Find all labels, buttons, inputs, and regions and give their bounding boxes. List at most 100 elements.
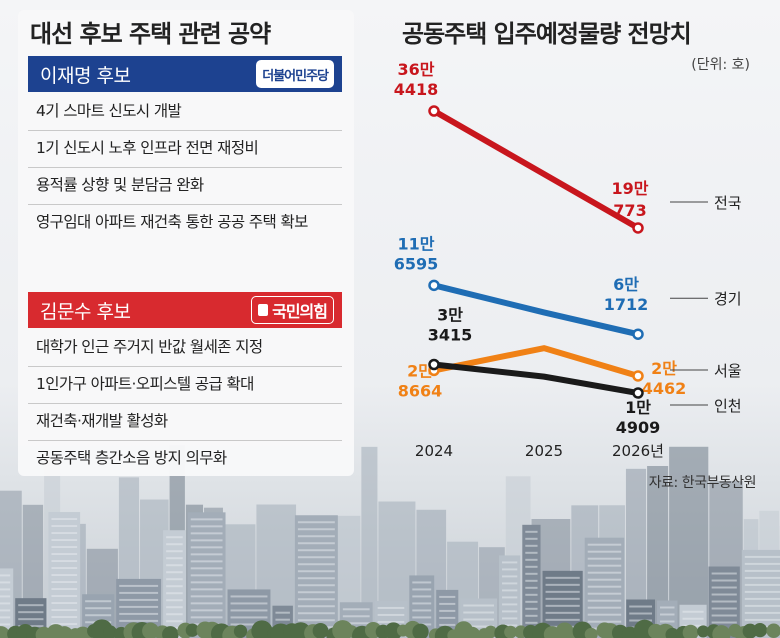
- building-windows: [166, 606, 183, 609]
- building-windows: [0, 581, 11, 584]
- building-windows: [660, 606, 675, 609]
- building-windows: [0, 574, 11, 577]
- x-tick-label: 2024: [415, 442, 453, 460]
- tree: [766, 623, 780, 638]
- pledge-panel-title: 대선 후보 주택 관련 공약: [30, 20, 271, 48]
- building-windows: [502, 610, 518, 613]
- candidate-name-lee: 이재명 후보: [40, 64, 131, 87]
- building-windows: [587, 564, 622, 567]
- building-windows: [463, 625, 495, 628]
- building-windows: [190, 574, 223, 577]
- start-value-label-서울: 2만: [407, 361, 433, 380]
- building-windows: [660, 620, 675, 623]
- building-windows: [502, 603, 518, 606]
- building-windows: [297, 563, 335, 566]
- building-windows: [190, 602, 223, 605]
- building-windows: [18, 618, 44, 621]
- building-windows: [297, 591, 335, 594]
- building-windows: [587, 592, 622, 595]
- building-windows: [166, 592, 183, 595]
- building-windows: [711, 579, 737, 582]
- building-windows: [119, 619, 159, 622]
- pledge-list-kim: 대학가 인근 주거지 반값 월세존 지정 1인가구 아파트·오피스텔 공급 확대…: [28, 330, 342, 478]
- pledge-item: 4기 스마트 신도시 개발: [28, 94, 342, 131]
- building-windows: [0, 623, 11, 626]
- building-windows: [51, 602, 78, 605]
- building-windows: [711, 600, 737, 603]
- building-windows: [51, 518, 78, 521]
- building-windows: [463, 604, 495, 607]
- building-windows: [297, 570, 335, 573]
- building-windows: [230, 623, 268, 626]
- building-windows: [342, 615, 370, 618]
- building-windows: [51, 581, 78, 584]
- building-windows: [377, 620, 405, 623]
- building-windows: [51, 616, 78, 619]
- building-windows: [18, 604, 44, 607]
- pledge-item: 1인가구 아파트·오피스텔 공급 확대: [28, 367, 342, 404]
- tree: [185, 623, 199, 637]
- building-windows: [711, 593, 737, 596]
- end-value-label-경기: 6만: [613, 275, 639, 294]
- building-windows: [744, 583, 780, 586]
- building-windows: [230, 609, 268, 612]
- end-value-label-경기: 1712: [604, 295, 649, 314]
- building-windows: [18, 611, 44, 614]
- building-windows: [166, 599, 183, 602]
- building-windows: [682, 610, 704, 613]
- tree: [55, 626, 74, 638]
- x-tick-label: 2025: [525, 442, 563, 460]
- building-windows: [51, 553, 78, 556]
- pledge-list-lee: 4기 스마트 신도시 개발 1기 신도시 노후 인프라 전면 재정비 용적률 상…: [28, 94, 342, 242]
- building-windows: [190, 518, 223, 521]
- building-windows: [297, 584, 335, 587]
- building-windows: [190, 532, 223, 535]
- building-windows: [502, 589, 518, 592]
- tree: [752, 623, 768, 638]
- candidate-name-kim: 김문수 후보: [40, 300, 131, 323]
- building-windows: [190, 525, 223, 528]
- tree: [412, 623, 429, 638]
- building-windows: [51, 546, 78, 549]
- building-windows: [587, 578, 622, 581]
- building-front: [436, 589, 459, 638]
- data-point-서울: [632, 370, 644, 382]
- building-windows: [545, 604, 580, 607]
- building-windows: [502, 617, 518, 620]
- tree: [162, 626, 179, 638]
- data-point-인천: [428, 358, 440, 371]
- building-windows: [502, 624, 518, 627]
- building-windows: [230, 616, 268, 619]
- tree: [384, 622, 403, 638]
- building-windows: [51, 560, 78, 563]
- building-windows: [297, 542, 335, 545]
- building-windows: [85, 600, 112, 603]
- building-windows: [166, 543, 183, 546]
- data-point-전국: [428, 105, 440, 117]
- building-windows: [525, 565, 538, 568]
- building-windows: [502, 561, 518, 564]
- building-windows: [0, 609, 11, 612]
- data-point-경기: [428, 279, 440, 292]
- start-value-label-인천: 3만: [437, 305, 463, 324]
- end-value-label-서울: 4462: [642, 379, 687, 398]
- building-windows: [744, 569, 780, 572]
- building-windows: [525, 558, 538, 561]
- building-windows: [297, 619, 335, 622]
- building-windows: [545, 576, 580, 579]
- building-windows: [525, 593, 538, 596]
- building-windows: [545, 597, 580, 600]
- building-windows: [545, 611, 580, 614]
- building-windows: [463, 611, 495, 614]
- data-point-경기: [632, 328, 644, 340]
- chart-panel: 공동주택 입주예정물량 전망치 (단위: 호) 2024 2025 2026년 36만…: [372, 10, 772, 491]
- building-windows: [190, 553, 223, 556]
- building-windows: [463, 618, 495, 621]
- pledge-item: 공동주택 층간소음 방지 의무화: [36, 449, 227, 467]
- tree: [251, 620, 273, 638]
- building-windows: [342, 622, 370, 625]
- tree: [665, 627, 680, 638]
- building-windows: [342, 608, 370, 611]
- building-windows: [629, 605, 653, 608]
- building-windows: [166, 620, 183, 623]
